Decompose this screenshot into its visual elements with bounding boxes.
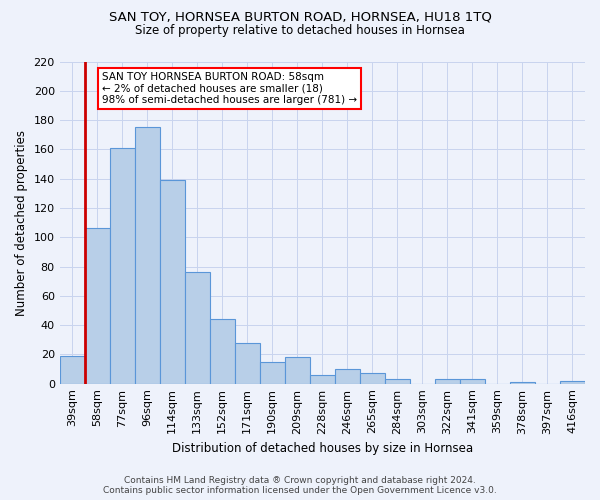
Bar [260,362,285,384]
Text: Size of property relative to detached houses in Hornsea: Size of property relative to detached ho… [135,24,465,37]
Bar [285,358,310,384]
Bar [110,148,135,384]
Bar [59,356,85,384]
Bar [560,381,585,384]
Bar [335,369,360,384]
Bar [360,374,385,384]
Y-axis label: Number of detached properties: Number of detached properties [15,130,28,316]
Text: SAN TOY HORNSEA BURTON ROAD: 58sqm
← 2% of detached houses are smaller (18)
98% : SAN TOY HORNSEA BURTON ROAD: 58sqm ← 2% … [102,72,358,105]
Bar [85,228,110,384]
Bar [310,375,335,384]
Bar [385,380,410,384]
Bar [460,380,485,384]
Bar [210,319,235,384]
X-axis label: Distribution of detached houses by size in Hornsea: Distribution of detached houses by size … [172,442,473,455]
Text: Contains HM Land Registry data ® Crown copyright and database right 2024.: Contains HM Land Registry data ® Crown c… [124,476,476,485]
Text: SAN TOY, HORNSEA BURTON ROAD, HORNSEA, HU18 1TQ: SAN TOY, HORNSEA BURTON ROAD, HORNSEA, H… [109,11,491,24]
Bar [160,180,185,384]
Bar [510,382,535,384]
Bar [235,342,260,384]
Text: Contains public sector information licensed under the Open Government Licence v3: Contains public sector information licen… [103,486,497,495]
Bar [185,272,210,384]
Bar [135,128,160,384]
Bar [435,380,460,384]
